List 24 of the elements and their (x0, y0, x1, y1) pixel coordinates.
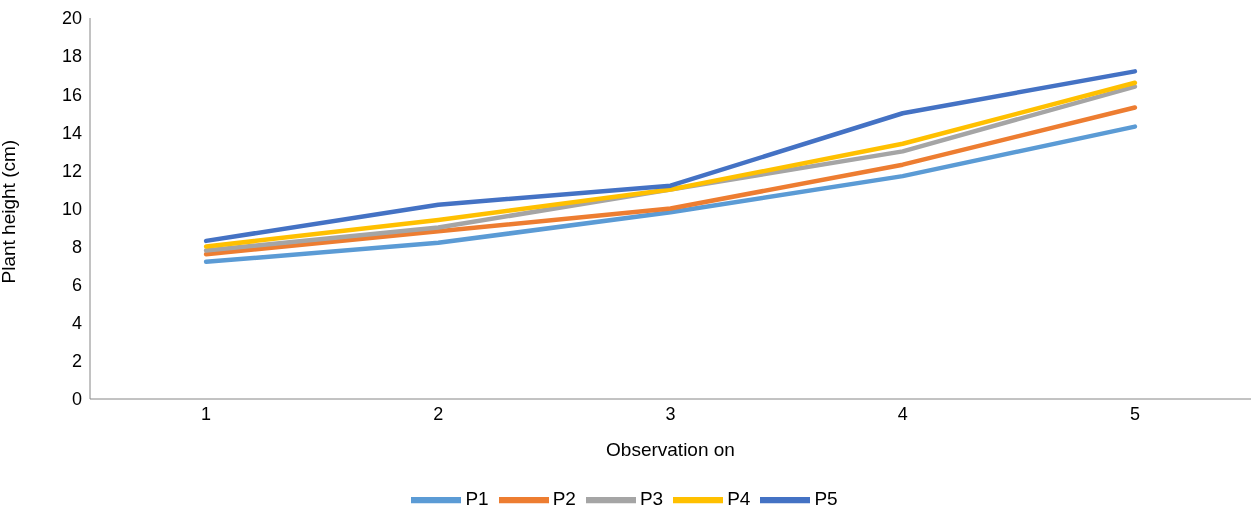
legend-label: P2 (552, 488, 576, 510)
y-tick-label: 0 (71, 389, 82, 410)
x-axis-title: Observation on (606, 439, 735, 461)
y-tick-label: 2 (71, 351, 82, 372)
y-tick-label: 20 (61, 8, 82, 29)
y-tick-label: 18 (61, 46, 82, 67)
x-tick-label: 1 (201, 403, 212, 424)
legend-label: P3 (639, 488, 664, 510)
y-tick-label: 10 (61, 198, 82, 219)
x-tick-label: 2 (433, 403, 444, 424)
y-tick-label: 12 (61, 160, 82, 181)
y-tick-label: 4 (71, 313, 82, 334)
legend-label: P1 (465, 488, 489, 510)
x-tick-label: 5 (1129, 403, 1140, 424)
x-tick-label: 3 (665, 403, 676, 424)
line-series (203, 124, 1138, 265)
y-tick-label: 6 (71, 275, 82, 296)
y-axis-title: Plant height (cm) (0, 139, 19, 284)
legend-label: P4 (727, 488, 751, 510)
y-tick-label: 16 (61, 84, 82, 105)
x-tick-label: 4 (897, 403, 908, 424)
y-tick-label: 8 (71, 236, 82, 257)
legend-label: P5 (814, 488, 838, 510)
y-tick-label: 14 (61, 122, 82, 143)
